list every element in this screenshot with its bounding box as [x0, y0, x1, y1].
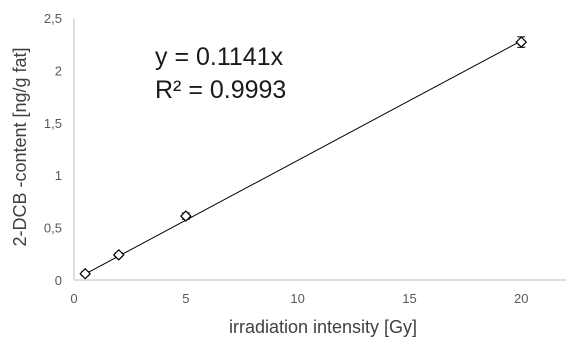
y-tick-labels: 0 0,5 1 1,5 2 2,5	[44, 11, 62, 288]
trendline-equation: y = 0.1141x	[155, 43, 284, 71]
diamond-marker	[79, 267, 92, 280]
diamond-marker	[179, 210, 192, 222]
trendline	[84, 40, 522, 275]
y-tick-label: 2,5	[44, 11, 62, 26]
y-axis-title: 2-DCB -content [ng/g fat]	[10, 47, 30, 246]
data-point	[79, 267, 92, 280]
x-axis-title: irradiation intensity [Gy]	[229, 317, 417, 337]
y-tick-label: 2	[55, 63, 62, 78]
data-points	[79, 36, 528, 280]
r-squared-label: R² = 0.9993	[155, 76, 286, 104]
y-tick-label: 1	[55, 168, 62, 183]
y-tick-label: 0,5	[44, 221, 62, 236]
x-tick-label: 5	[182, 291, 189, 306]
data-point	[179, 210, 192, 222]
diamond-marker	[515, 36, 528, 48]
diamond-marker	[112, 248, 125, 261]
x-tick-labels: 0 5 10 15 20	[70, 291, 528, 306]
y-tick-label: 0	[55, 273, 62, 288]
x-tick-label: 15	[402, 291, 416, 306]
x-tick-label: 0	[70, 291, 77, 306]
x-tick-label: 10	[290, 291, 304, 306]
data-point	[515, 36, 528, 48]
trendline-group	[84, 40, 522, 275]
y-tick-label: 1,5	[44, 116, 62, 131]
axes	[73, 18, 566, 281]
x-tick-label: 20	[514, 291, 528, 306]
data-point	[112, 248, 125, 261]
